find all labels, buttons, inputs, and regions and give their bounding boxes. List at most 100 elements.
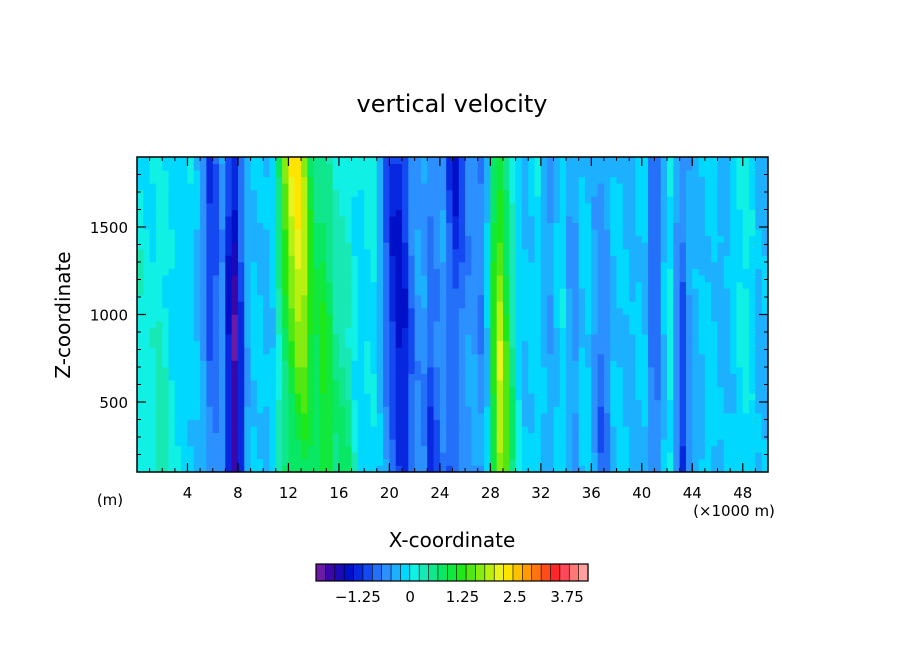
heatmap-cell	[162, 242, 169, 250]
heatmap-cell	[402, 209, 409, 217]
heatmap-cell	[414, 255, 422, 263]
heatmap-cell	[225, 314, 233, 322]
heatmap-cell	[515, 419, 523, 427]
heatmap-cell	[736, 209, 744, 217]
heatmap-cell	[755, 439, 763, 447]
heatmap-cell	[288, 399, 296, 407]
heatmap-cell	[496, 373, 504, 381]
heatmap-cell	[585, 426, 592, 434]
heatmap-cell	[572, 373, 580, 381]
heatmap-cell	[168, 452, 176, 460]
heatmap-cell	[231, 281, 239, 289]
heatmap-cell	[345, 222, 352, 230]
heatmap-cell	[521, 439, 529, 447]
heatmap-cell	[465, 340, 472, 348]
heatmap-cell	[648, 393, 655, 401]
heatmap-cell	[547, 452, 554, 460]
heatmap-cell	[408, 189, 416, 197]
heatmap-cell	[648, 294, 655, 302]
heatmap-cell	[446, 163, 453, 171]
heatmap-cell	[465, 170, 472, 178]
heatmap-cell	[174, 202, 182, 210]
heatmap-cell	[465, 255, 472, 263]
heatmap-cell	[616, 360, 624, 368]
heatmap-cell	[193, 380, 201, 388]
heatmap-cell	[395, 367, 403, 374]
heatmap-cell	[641, 452, 649, 460]
heatmap-cell	[414, 399, 422, 407]
heatmap-cell	[578, 347, 586, 355]
heatmap-cell	[439, 314, 447, 322]
heatmap-cell	[162, 393, 169, 401]
heatmap-cell	[528, 202, 535, 210]
heatmap-cell	[742, 202, 750, 210]
heatmap-cell	[692, 268, 699, 276]
heatmap-cell	[294, 189, 302, 197]
heatmap-cell	[269, 386, 277, 394]
heatmap-cell	[553, 248, 561, 256]
heatmap-cell	[231, 393, 239, 401]
heatmap-cell	[572, 275, 580, 283]
heatmap-cell	[528, 301, 535, 309]
heatmap-cell	[736, 426, 744, 434]
heatmap-cell	[187, 380, 195, 388]
heatmap-cell	[484, 170, 491, 178]
heatmap-cell	[736, 373, 744, 381]
heatmap-cell	[402, 281, 409, 289]
heatmap-cell	[446, 288, 453, 296]
heatmap-cell	[698, 419, 706, 427]
heatmap-cell	[137, 176, 144, 184]
heatmap-cell	[250, 216, 258, 224]
heatmap-cell	[585, 301, 592, 309]
heatmap-cell	[332, 281, 340, 289]
heatmap-cell	[263, 367, 270, 374]
heatmap-cell	[502, 307, 510, 315]
heatmap-cell	[667, 373, 674, 381]
heatmap-cell	[515, 248, 523, 256]
heatmap-cell	[660, 202, 668, 210]
heatmap-cell	[420, 189, 428, 197]
heatmap-cell	[667, 229, 674, 237]
heatmap-cell	[162, 196, 169, 204]
heatmap-cell	[553, 360, 561, 368]
heatmap-cell	[338, 439, 346, 447]
heatmap-cell	[566, 275, 573, 283]
heatmap-cell	[458, 458, 466, 466]
heatmap-cell	[345, 262, 352, 269]
heatmap-cell	[553, 393, 561, 401]
heatmap-cell	[237, 347, 245, 355]
heatmap-cell	[433, 209, 441, 217]
heatmap-cell	[307, 255, 315, 263]
heatmap-cell	[616, 419, 624, 427]
heatmap-cell	[307, 406, 315, 414]
heatmap-cell	[225, 406, 233, 414]
heatmap-cell	[376, 367, 384, 374]
heatmap-cell	[502, 386, 510, 394]
heatmap-cell	[711, 183, 718, 191]
heatmap-cell	[446, 301, 453, 309]
heatmap-cell	[458, 367, 466, 374]
heatmap-cell	[515, 189, 523, 197]
heatmap-cell	[547, 170, 554, 178]
heatmap-cell	[143, 445, 151, 453]
heatmap-cell	[471, 432, 479, 440]
heatmap-cell	[174, 458, 182, 466]
heatmap-cell	[528, 209, 535, 217]
heatmap-cell	[389, 386, 397, 394]
heatmap-cell	[402, 334, 409, 342]
heatmap-cell	[515, 216, 523, 224]
heatmap-cell	[376, 419, 384, 427]
heatmap-cell	[288, 465, 296, 472]
heatmap-cell	[484, 465, 491, 472]
heatmap-cell	[585, 170, 592, 178]
heatmap-cell	[137, 452, 144, 460]
heatmap-cell	[679, 281, 687, 289]
heatmap-cell	[256, 281, 264, 289]
heatmap-cell	[585, 347, 592, 355]
heatmap-cell	[736, 334, 744, 342]
heatmap-cell	[383, 202, 390, 210]
heatmap-cell	[528, 262, 535, 269]
heatmap-cell	[383, 386, 390, 394]
heatmap-cell	[749, 163, 756, 171]
